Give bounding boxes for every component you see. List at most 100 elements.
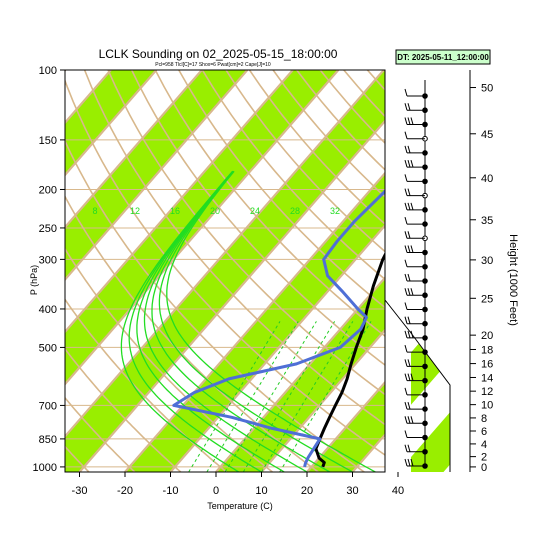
wind-barb [407, 444, 411, 452]
dry-adiabat [65, 347, 182, 472]
wind-barb [404, 174, 408, 182]
moist-adiabat [128, 170, 262, 472]
wind-barb [407, 231, 411, 239]
pressure-tick-label: 200 [39, 184, 57, 196]
mixing-ratio-line [224, 321, 317, 472]
height-tick-label: 35 [481, 215, 493, 227]
mixing-ratio-label: 20 [210, 206, 220, 216]
height-tick-label: 14 [481, 372, 493, 384]
height-tick-label: 50 [481, 83, 493, 95]
wind-barb [404, 359, 408, 367]
isobar-lines [65, 70, 385, 468]
height-tick-label: 6 [481, 426, 487, 438]
mixing-ratio-label: 16 [170, 206, 180, 216]
wind-barb [404, 188, 408, 196]
wind-barb [404, 373, 408, 381]
wind-barb [404, 117, 408, 125]
dry-adiabat [178, 70, 411, 330]
mixing-ratio-line [279, 321, 372, 472]
wind-barb [404, 288, 408, 296]
height-tick-label: 0 [481, 462, 487, 474]
wind-barb [407, 288, 411, 296]
wind-barb [410, 458, 414, 467]
wind-barb [404, 387, 408, 395]
dry-adiabat [83, 70, 411, 444]
wind-barb [407, 160, 411, 168]
wind-barb [407, 188, 411, 196]
height-tick-label: 10 [481, 400, 493, 412]
wind-barb [410, 117, 414, 125]
height-tick-label: 30 [481, 255, 493, 267]
pressure-tick-label: 700 [39, 400, 57, 412]
sounding-profiles [172, 163, 411, 468]
isotherm-line [65, 70, 340, 386]
height-tick-label: 16 [481, 359, 493, 371]
wind-barb [407, 103, 411, 111]
mixing-ratio-label: 32 [330, 206, 340, 216]
dry-adiabat [225, 70, 411, 275]
wind-barb [407, 316, 411, 324]
wind-barb [404, 416, 408, 424]
x-tick-label: 0 [213, 485, 219, 497]
isotherm-line [65, 70, 158, 177]
dewpoint-profile [172, 163, 411, 468]
pressure-axis-ticks: 100 150 200 250 300 400 500 700 850 1000 [33, 65, 65, 474]
height-tick-label: 12 [481, 386, 493, 398]
wind-barb [404, 160, 408, 168]
dry-adiabat [154, 70, 411, 357]
wind-barb [404, 231, 408, 239]
wind-barb [404, 216, 408, 225]
wind-barb [404, 273, 408, 282]
height-tick-label: 25 [481, 293, 493, 305]
y2-axis-label: Height (1000 Feet) [507, 234, 519, 326]
pressure-tick-label: 300 [39, 254, 57, 266]
wind-barb [404, 202, 408, 210]
pressure-tick-label: 250 [39, 223, 57, 235]
height-tick-label: 45 [481, 129, 493, 141]
mixing-ratio-label: 28 [290, 206, 300, 216]
wind-barb [410, 373, 414, 381]
wind-barb [407, 202, 411, 210]
dry-adiabat [65, 396, 136, 472]
mixing-ratio-line [188, 321, 281, 472]
wind-barb [407, 401, 411, 410]
pressure-tick-label: 850 [39, 434, 57, 446]
x-axis-ticks: -30 -20 -10 0 10 20 30 40 [72, 472, 404, 497]
svg-text:DT: 2025-05-11_12:00:00: DT: 2025-05-11_12:00:00 [397, 53, 489, 62]
x-tick-label: 30 [346, 485, 358, 497]
wind-barb [404, 316, 408, 324]
x-tick-label: 20 [301, 485, 313, 497]
moist-adiabat [158, 170, 353, 472]
x-tick-label: 10 [255, 485, 267, 497]
wind-barb [410, 416, 414, 424]
wind-barb [407, 359, 411, 367]
wind-panel [384, 70, 451, 472]
isotherm-line [0, 70, 20, 472]
height-tick-label: 40 [481, 173, 493, 185]
isotherm-line [65, 70, 203, 229]
chart-title: LCLK Sounding on 02_2025-05-15_18:00:00 [99, 47, 338, 61]
mixing-ratio-label: 8 [92, 206, 97, 216]
wind-barb [407, 117, 411, 125]
y-axis-label: P (hPa) [29, 265, 39, 295]
wind-barb [404, 259, 408, 267]
wind-barb [404, 458, 408, 467]
wind-barb [407, 458, 411, 467]
wind-barb [404, 103, 408, 111]
chart-subtitle: Pcl=958 Tlcl[C]=17 Shox=6 Pwat[cm]=2 Cap… [155, 62, 271, 68]
height-tick-label: 8 [481, 413, 487, 425]
isotherm-line [65, 70, 249, 282]
mixing-ratio-line [206, 321, 299, 472]
datetime-badge: DT: 2025-05-11_12:00:00 [395, 49, 491, 65]
height-tick-label: 4 [481, 439, 487, 451]
wind-barb [407, 416, 411, 424]
moist-adiabat [120, 170, 240, 472]
wind-barb [407, 245, 411, 253]
wind-barb [404, 145, 408, 154]
wind-barb [410, 202, 414, 210]
wind-barb [404, 401, 408, 410]
wind-barb [404, 131, 408, 139]
dry-adiabat [65, 298, 228, 472]
